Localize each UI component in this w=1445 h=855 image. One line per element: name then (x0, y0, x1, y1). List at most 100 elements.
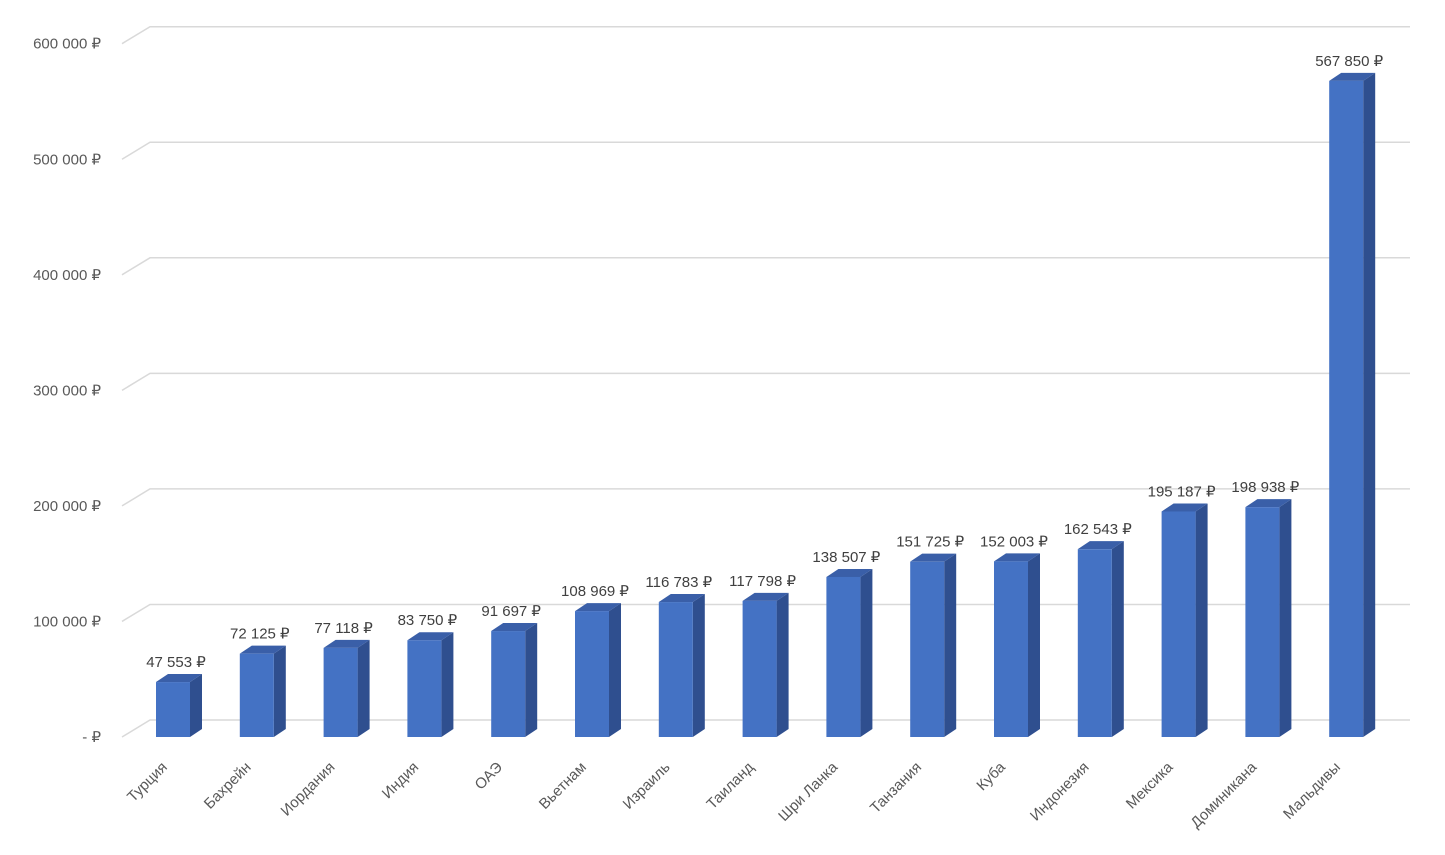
bar-top (491, 623, 538, 632)
bar-top (910, 553, 957, 562)
bar-side (860, 568, 873, 737)
bars (156, 72, 1376, 738)
bar-top (1245, 499, 1292, 508)
bar-front (1077, 549, 1112, 737)
bar (1329, 72, 1376, 738)
bar-front (826, 576, 861, 737)
y-tick-label: 400 000 ₽ (33, 267, 101, 284)
bar (323, 639, 370, 737)
bar-front (1161, 511, 1196, 737)
x-tick-label: Мальдивы (1280, 759, 1344, 823)
gridline (121, 257, 1410, 276)
bar-top (994, 553, 1040, 562)
bar-front (1245, 507, 1280, 737)
x-tick-label: Бахрейн (201, 759, 255, 813)
data-label: 152 003 ₽ (980, 533, 1048, 550)
bar (826, 568, 873, 737)
bar (575, 603, 621, 737)
bar (407, 632, 454, 737)
data-label: 47 553 ₽ (146, 654, 206, 671)
bar (994, 553, 1040, 737)
y-tick-label: 100 000 ₽ (33, 613, 101, 630)
x-tick-label: Таиланд (703, 759, 757, 813)
gridline (121, 372, 1410, 391)
x-tick-label: Шри Ланка (775, 758, 841, 824)
data-label: 151 725 ₽ (896, 534, 964, 551)
x-tick-label: Индия (379, 759, 422, 802)
y-tick-label: 600 000 ₽ (33, 36, 101, 53)
bar-front (994, 561, 1028, 737)
bar-side (357, 639, 370, 737)
bar-front (323, 647, 358, 737)
bar-side (1195, 503, 1208, 737)
bar (658, 594, 705, 737)
data-label: 72 125 ₽ (230, 626, 290, 643)
data-label: 195 187 ₽ (1148, 483, 1216, 500)
bar-top (1077, 541, 1124, 550)
bar (742, 592, 789, 737)
bar-top (156, 674, 202, 683)
bar-side (692, 594, 705, 737)
x-axis-ticks: Турция Бахрейн Иордания Индия ОАЭ Вьетнам Изра… (124, 758, 1344, 831)
bar-front (658, 602, 693, 737)
bar-front (1329, 80, 1364, 738)
x-tick-label: Вьетнам (536, 759, 590, 813)
y-axis-ticks: - ₽ 100 000 ₽ 200 000 ₽ 300 000 ₽ 400 000 ₽ 5… (33, 36, 101, 746)
bar-front (156, 682, 190, 737)
x-tick-label: Турция (124, 759, 171, 806)
x-tick-label: Доминикана (1187, 758, 1260, 831)
y-tick-label: 500 000 ₽ (33, 151, 101, 168)
data-label: 198 938 ₽ (1231, 479, 1299, 496)
bar-front (742, 600, 777, 737)
y-tick-label: 300 000 ₽ (33, 382, 101, 399)
bar-side (776, 592, 789, 737)
gridlines (121, 25, 1410, 738)
y-tick-label: - ₽ (82, 729, 101, 746)
bar-side (441, 632, 454, 737)
bar-side (1111, 541, 1124, 737)
bar-side (609, 603, 621, 737)
bar-front (407, 640, 442, 737)
bar-side (944, 553, 957, 737)
bar-front (239, 653, 274, 737)
x-tick-label: Иордания (278, 759, 339, 820)
bar (1161, 503, 1208, 737)
data-label: 117 798 ₽ (729, 573, 796, 590)
x-tick-label: Танзания (867, 759, 925, 817)
bar-side (1028, 553, 1040, 737)
gridline (121, 25, 1410, 45)
bar-front (910, 561, 945, 737)
bar-top (658, 594, 705, 603)
data-label: 162 543 ₽ (1064, 521, 1132, 538)
x-tick-label: ОАЭ (472, 759, 507, 794)
bar (1077, 541, 1124, 737)
x-tick-label: Израиль (620, 759, 674, 813)
data-label: 83 750 ₽ (398, 612, 458, 629)
bar (491, 623, 538, 737)
data-label: 91 697 ₽ (481, 603, 541, 620)
bar-top (1161, 503, 1208, 512)
bar-front (575, 611, 609, 737)
data-label: 108 969 ₽ (561, 583, 629, 600)
bar-top (826, 568, 873, 577)
bar-top (323, 639, 370, 648)
bar-top (1329, 72, 1376, 81)
bar (910, 553, 957, 737)
data-labels: 47 553 ₽ 72 125 ₽ 77 118 ₽ 83 750 ₽ 91 697 ₽… (146, 53, 1383, 671)
bar-top (239, 645, 286, 654)
gridline (121, 141, 1410, 160)
bar-top (742, 592, 789, 601)
data-label: 567 850 ₽ (1315, 53, 1383, 70)
bar-top (407, 632, 454, 641)
data-label: 77 118 ₽ (314, 620, 373, 637)
bar-side (190, 674, 202, 737)
bar-side (1279, 499, 1292, 737)
gridline (121, 603, 1410, 623)
bar-side (273, 645, 286, 737)
y-tick-label: 200 000 ₽ (33, 498, 101, 515)
x-tick-label: Мексика (1123, 758, 1177, 812)
data-label: 138 507 ₽ (812, 549, 880, 566)
bar (1245, 499, 1292, 737)
